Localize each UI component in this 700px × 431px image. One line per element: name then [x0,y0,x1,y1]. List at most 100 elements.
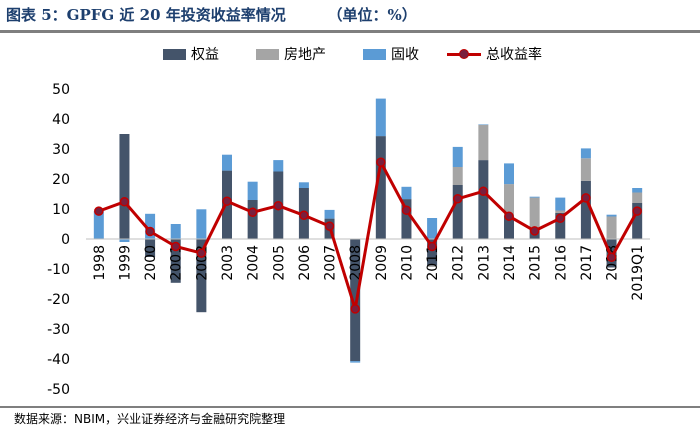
total-return-point [273,200,284,211]
bar-real-estate [632,192,643,203]
bar-fixed-income [93,211,104,239]
y-tick-label: 10 [52,202,70,218]
bar-fixed-income [632,188,643,193]
bar-equity [401,199,412,239]
bar-equity [119,134,130,239]
total-return-point [555,213,566,224]
source-divider [0,406,700,408]
x-tick-label: 2006 [297,245,313,281]
x-tick-label: 2009 [374,245,390,281]
y-tick-label: 40 [52,112,70,128]
x-tick-label: 2012 [451,245,467,281]
total-return-point [145,226,155,237]
bar-fixed-income [401,186,412,200]
total-return-point [478,186,489,197]
x-tick-label: 1998 [92,245,108,281]
bar-equity [478,160,489,239]
legend-item-real-estate: 房地产 [256,44,326,64]
legend-label-real-estate: 房地产 [284,47,326,63]
total-return-point [196,248,207,258]
legend-swatch-total-return [447,48,481,60]
x-tick-label: 2001 [169,245,185,281]
bar-fixed-income [504,163,514,185]
legend-swatch-real-estate [256,48,279,60]
y-tick-label: 30 [52,142,70,158]
x-tick-label: 2010 [399,245,415,281]
y-tick-label: 0 [61,232,70,248]
bar-equity [350,239,361,362]
x-tick-label: 2013 [476,245,492,281]
total-return-point [452,194,463,204]
bar-equity [170,239,181,283]
legend-swatch-equity [163,48,186,60]
chart-title: 图表 5：GPFG 近 20 年投资收益率情况 （单位：%） [6,6,417,24]
bar-fixed-income [606,214,617,217]
bar-fixed-income [478,124,489,125]
total-return-point [94,206,104,216]
bar-fixed-income [452,146,463,167]
x-tick-label: 2016 [553,245,569,281]
x-tick-label: 2014 [502,245,518,281]
bar-equity [452,185,463,239]
y-tick-label: -20 [47,292,70,308]
bar-real-estate [529,197,540,228]
bar-equity [504,215,514,239]
x-tick-label: 2005 [271,245,287,281]
bar-real-estate [478,124,489,161]
bar-fixed-income [273,160,284,172]
chart-source-note: 数据来源：NBIM，兴业证券经济与金融研究院整理 [14,412,286,426]
bar-equity [427,239,438,266]
bar-equity [375,136,386,239]
bar-fixed-income [427,218,438,239]
y-tick-label: -30 [47,322,70,338]
chart-legend: 权益 房地产 固收 总收益率 [0,44,700,64]
bar-equity [580,180,591,239]
total-return-point [119,197,130,207]
bar-fixed-income [145,213,156,239]
total-return-point [247,207,258,218]
bar-fixed-income [580,148,591,159]
total-return-point [376,157,386,167]
legend-item-total-return: 总收益率 [447,44,542,64]
total-return-point [606,252,617,263]
bar-fixed-income [222,154,232,171]
bar-equity [145,239,156,257]
bar-real-estate [580,158,591,181]
y-tick-label: -10 [47,262,70,278]
x-tick-label: 2019Q1 [630,245,646,301]
x-tick-label: 2011 [425,245,441,281]
bar-fixed-income [555,197,566,211]
y-tick-label: -50 [47,382,70,398]
total-return-point [529,226,540,236]
total-return-point [632,206,642,216]
x-tick-label: 2007 [323,245,339,281]
title-divider [0,30,700,33]
bar-equity [555,212,566,239]
bar-fixed-income [170,224,181,239]
bar-fixed-income [529,196,540,198]
y-tick-label: -40 [47,352,70,368]
total-return-point [504,211,514,221]
bar-fixed-income [247,181,258,200]
y-tick-label: 20 [52,172,70,188]
bar-fixed-income [375,98,386,137]
total-return-point [324,221,335,231]
legend-label-equity: 权益 [191,47,219,63]
bar-real-estate [427,265,438,267]
bar-real-estate [504,184,514,216]
x-tick-label: 1999 [117,245,133,281]
bar-fixed-income [196,209,207,239]
bar-fixed-income [350,361,361,363]
legend-label-fixed-income: 固收 [391,47,419,63]
total-return-point [299,210,309,221]
total-return-point [350,304,360,314]
total-return-point [581,193,591,203]
bar-fixed-income [119,239,130,242]
total-return-point [170,241,181,252]
total-return-point [401,205,412,215]
bar-equity [196,239,207,313]
bar-real-estate [452,167,463,185]
legend-label-total-return: 总收益率 [486,47,542,63]
x-tick-label: 2000 [143,245,159,281]
